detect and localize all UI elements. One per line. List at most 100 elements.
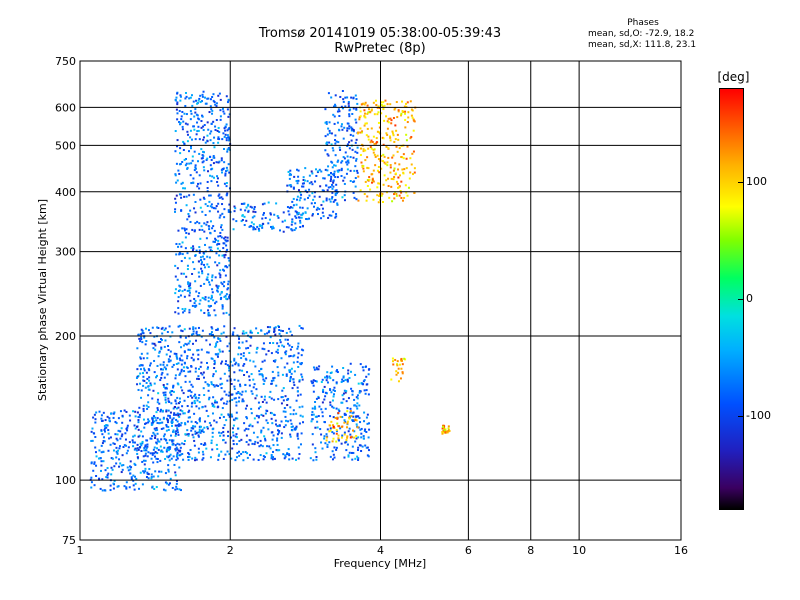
echo-point bbox=[285, 419, 288, 422]
echo-point bbox=[173, 406, 176, 409]
echo-point bbox=[281, 389, 284, 392]
echo-point bbox=[375, 142, 378, 145]
echo-point bbox=[180, 363, 183, 366]
echo-point bbox=[205, 409, 208, 412]
echo-point bbox=[214, 399, 217, 402]
echo-point bbox=[225, 166, 228, 169]
echo-point bbox=[141, 329, 144, 332]
echo-point bbox=[90, 439, 93, 442]
echo-point bbox=[188, 416, 191, 419]
echo-point bbox=[346, 163, 349, 166]
echo-point bbox=[188, 327, 191, 330]
echo-point bbox=[193, 267, 196, 270]
echo-point bbox=[256, 421, 259, 424]
echo-point bbox=[330, 96, 333, 99]
echo-point bbox=[200, 361, 203, 364]
echo-point bbox=[136, 411, 139, 414]
echo-point bbox=[340, 105, 343, 108]
echo-point bbox=[343, 433, 346, 436]
echo-point bbox=[297, 175, 300, 178]
echo-point bbox=[148, 369, 151, 372]
echo-point bbox=[215, 342, 218, 345]
echo-point bbox=[291, 346, 294, 349]
echo-point bbox=[282, 399, 285, 402]
echo-point bbox=[386, 161, 389, 164]
echo-point bbox=[335, 212, 338, 215]
echo-point bbox=[194, 397, 197, 400]
echo-point bbox=[178, 357, 181, 360]
echo-point bbox=[184, 91, 187, 94]
echo-point bbox=[377, 105, 380, 108]
echo-point bbox=[203, 230, 206, 233]
echo-point bbox=[202, 138, 205, 141]
echo-point bbox=[160, 376, 163, 379]
echo-point bbox=[329, 372, 332, 375]
echo-point bbox=[284, 351, 287, 354]
echo-point bbox=[306, 180, 309, 183]
echo-point bbox=[179, 450, 182, 453]
echo-point bbox=[269, 390, 272, 393]
echo-point bbox=[138, 406, 141, 409]
echo-point bbox=[167, 425, 170, 428]
echo-point bbox=[107, 432, 110, 435]
echo-point bbox=[181, 110, 184, 113]
echo-point bbox=[176, 396, 179, 399]
echo-point bbox=[202, 371, 205, 374]
echo-point bbox=[161, 332, 164, 335]
echo-point bbox=[208, 333, 211, 336]
echo-point bbox=[159, 421, 162, 424]
echo-point bbox=[223, 256, 226, 259]
echo-point bbox=[209, 194, 212, 197]
echo-point bbox=[241, 332, 244, 335]
echo-point bbox=[104, 489, 107, 492]
echo-point bbox=[241, 398, 244, 401]
echo-point bbox=[305, 218, 308, 221]
echo-point bbox=[179, 294, 182, 297]
echo-point bbox=[372, 135, 375, 138]
echo-point bbox=[202, 125, 205, 128]
echo-point bbox=[336, 369, 339, 372]
echo-point bbox=[339, 427, 342, 430]
echo-point bbox=[321, 411, 324, 414]
echo-point bbox=[263, 348, 266, 351]
echo-point bbox=[297, 169, 300, 172]
echo-point bbox=[285, 350, 288, 353]
echo-point bbox=[367, 393, 370, 396]
echo-point bbox=[175, 458, 178, 461]
echo-point bbox=[301, 185, 304, 188]
echo-point bbox=[386, 164, 389, 167]
echo-point bbox=[341, 425, 344, 428]
echo-point bbox=[413, 120, 416, 123]
echo-point bbox=[382, 160, 385, 163]
echo-point bbox=[221, 138, 224, 141]
echo-point bbox=[182, 412, 185, 415]
echo-point bbox=[189, 348, 192, 351]
echo-point bbox=[213, 176, 216, 179]
echo-point bbox=[262, 414, 265, 417]
echo-point bbox=[306, 218, 309, 221]
echo-point bbox=[215, 105, 218, 108]
echo-point bbox=[108, 437, 111, 440]
echo-point bbox=[347, 105, 350, 108]
echo-point bbox=[367, 138, 370, 141]
echo-point bbox=[333, 386, 336, 389]
echo-point bbox=[374, 99, 377, 102]
echo-point bbox=[335, 407, 338, 410]
echo-point bbox=[357, 458, 360, 461]
echo-point bbox=[273, 360, 276, 363]
echo-point bbox=[240, 220, 243, 223]
echo-point bbox=[208, 281, 211, 284]
echo-point bbox=[146, 445, 149, 448]
echo-point bbox=[178, 488, 181, 491]
echo-point bbox=[248, 225, 251, 228]
echo-point bbox=[187, 456, 190, 459]
echo-point bbox=[183, 412, 186, 415]
echo-point bbox=[153, 335, 156, 338]
echo-point bbox=[101, 489, 104, 492]
echo-point bbox=[338, 129, 341, 132]
echo-point bbox=[171, 422, 174, 425]
echo-point bbox=[311, 433, 314, 436]
echo-point bbox=[137, 421, 140, 424]
echo-point bbox=[132, 479, 135, 482]
echo-point bbox=[184, 307, 187, 310]
